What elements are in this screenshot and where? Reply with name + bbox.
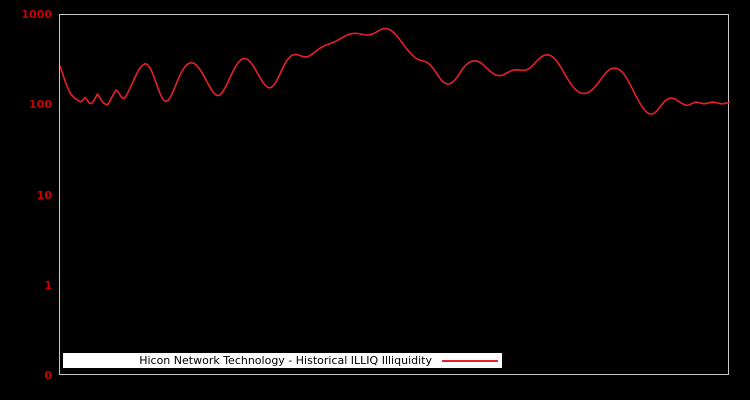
ytick-label-0: 0 — [44, 369, 52, 382]
ytick-label-1: 1 — [44, 279, 52, 292]
ytick-label-100: 100 — [29, 98, 52, 111]
plot-area — [59, 14, 730, 375]
series-line-illiq — [60, 27, 730, 115]
legend-line-swatch-icon — [442, 355, 498, 366]
ytick-label-1000: 1000 — [21, 8, 52, 21]
chart-legend: Hicon Network Technology - Historical IL… — [63, 353, 502, 368]
ytick-label-10: 10 — [36, 189, 52, 202]
legend-label: Hicon Network Technology - Historical IL… — [139, 354, 432, 367]
